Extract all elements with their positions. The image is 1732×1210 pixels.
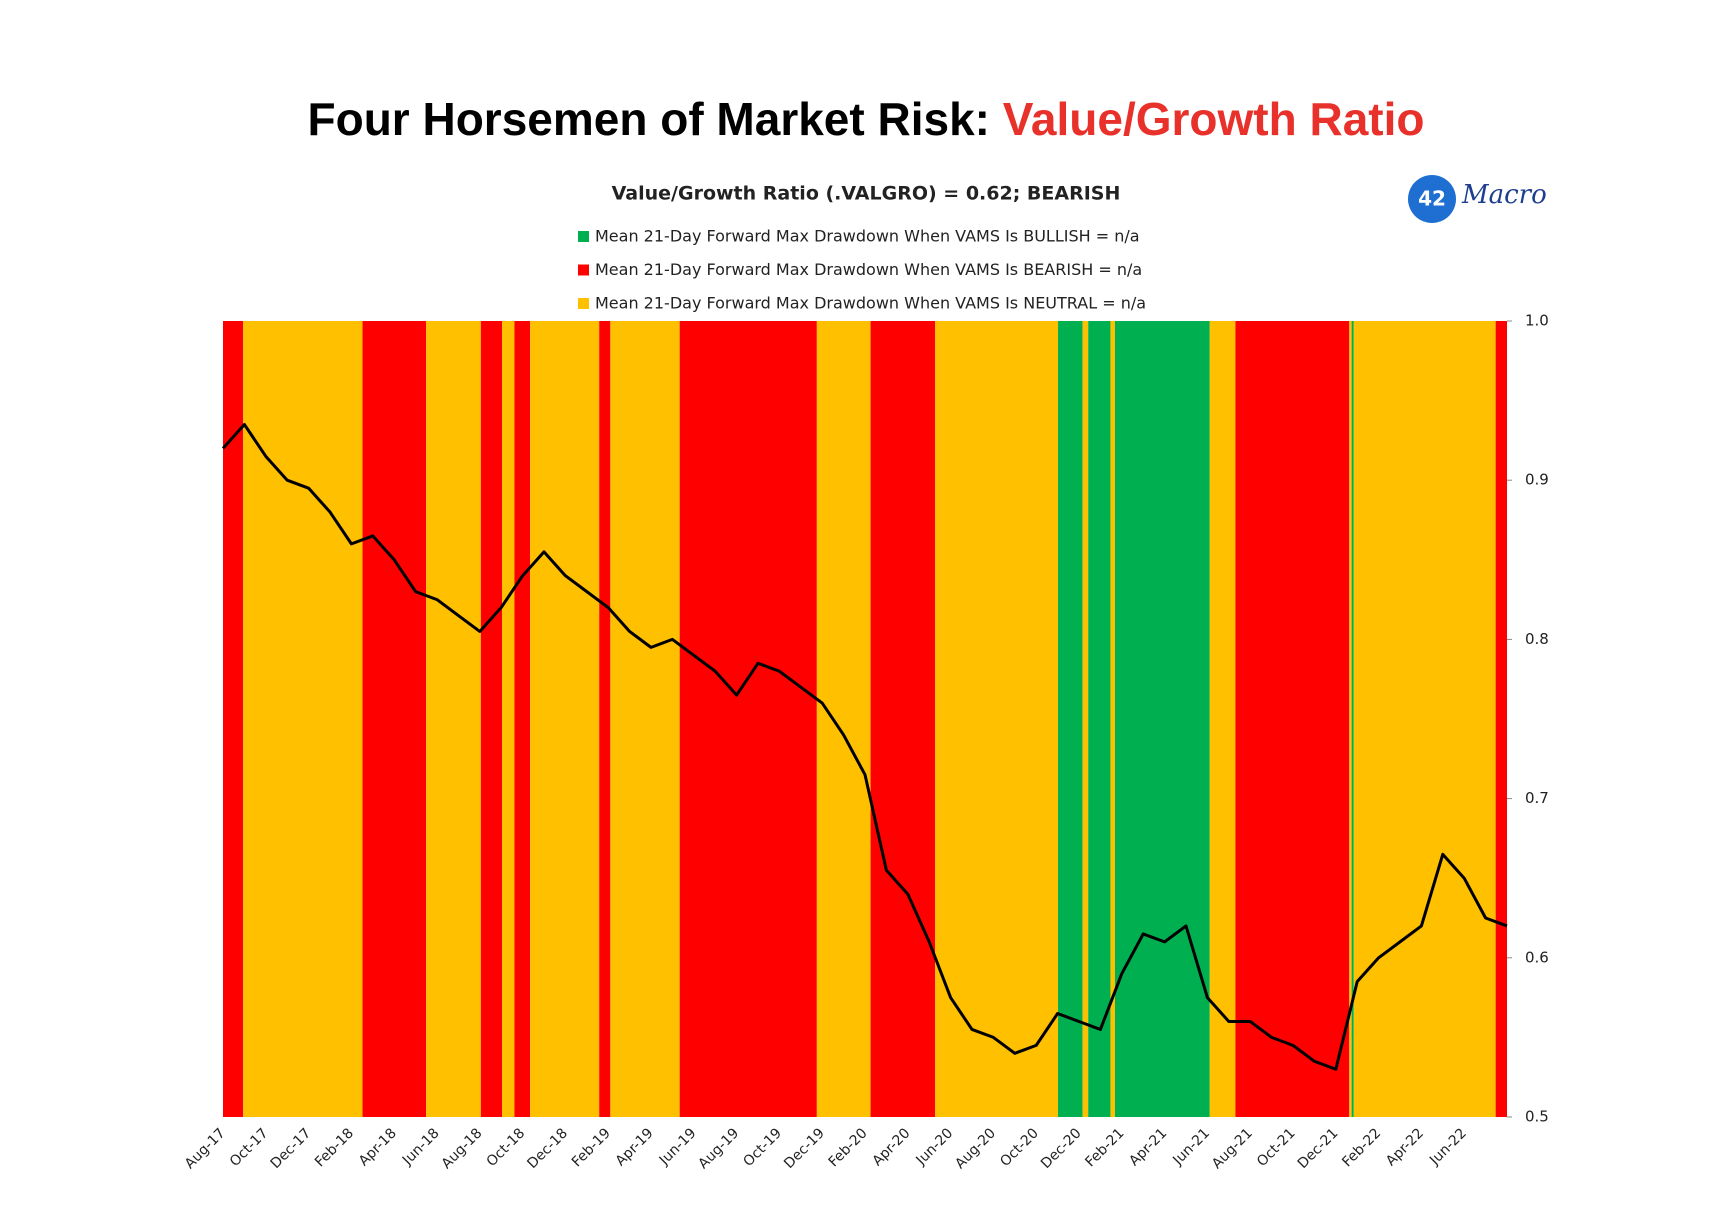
regime-band <box>1495 321 1507 1117</box>
logo-number: 42 <box>1418 187 1446 211</box>
y-tick-label: 0.8 <box>1525 630 1549 648</box>
x-tick-label: Feb-21 <box>1082 1125 1127 1170</box>
title-part: Four Horsemen of Market Risk: <box>308 93 990 145</box>
regime-band <box>362 321 427 1117</box>
regime-band <box>1114 321 1210 1117</box>
legend-label: Mean 21-Day Forward Max Drawdown When VA… <box>595 294 1146 313</box>
regime-band <box>530 321 600 1117</box>
x-tick-label: Aug-17 <box>182 1125 229 1172</box>
regime-band <box>1088 321 1111 1117</box>
regime-band <box>243 321 363 1117</box>
legend-label: Mean 21-Day Forward Max Drawdown When VA… <box>595 260 1142 279</box>
x-tick-label: Jun-21 <box>1169 1125 1213 1169</box>
legend-label: Mean 21-Day Forward Max Drawdown When VA… <box>595 227 1140 246</box>
regime-band <box>610 321 680 1117</box>
legend-swatch <box>578 298 589 309</box>
regime-band <box>1351 321 1354 1117</box>
x-tick-label: Oct-21 <box>1254 1125 1299 1170</box>
x-tick-label: Apr-21 <box>1126 1125 1170 1169</box>
y-tick-label: 0.6 <box>1525 948 1549 966</box>
y-tick-label: 1.0 <box>1525 312 1549 330</box>
x-tick-label: Oct-19 <box>740 1125 785 1170</box>
x-tick-label: Dec-19 <box>781 1125 828 1172</box>
regime-band <box>816 321 871 1117</box>
regime-band <box>426 321 481 1117</box>
regime-band <box>502 321 515 1117</box>
data-line <box>221 422 1508 1071</box>
x-tick-label: Aug-20 <box>952 1125 999 1172</box>
regime-band <box>480 321 503 1117</box>
x-tick-label: Oct-20 <box>997 1125 1042 1170</box>
regime-band <box>1082 321 1089 1117</box>
x-tick-label: Dec-17 <box>268 1125 315 1172</box>
x-tick-label: Dec-18 <box>524 1125 571 1172</box>
x-tick-label: Jun-19 <box>656 1125 700 1169</box>
x-tick-label: Jun-20 <box>913 1125 957 1169</box>
x-tick-label: Feb-20 <box>826 1125 871 1170</box>
x-tick-label: Apr-20 <box>869 1125 913 1169</box>
page-title: Four Horsemen of Market Risk: Value/Grow… <box>308 93 1425 145</box>
regime-band <box>1349 321 1352 1117</box>
x-tick-label: Aug-19 <box>695 1125 742 1172</box>
x-tick-label: Feb-18 <box>312 1125 357 1170</box>
y-tick-label: 0.7 <box>1525 789 1549 807</box>
regime-band <box>679 321 817 1117</box>
x-tick-label: Oct-18 <box>484 1125 529 1170</box>
title-highlight: Value/Growth Ratio <box>1003 93 1425 145</box>
logo-circle <box>1408 175 1456 223</box>
regime-band <box>599 321 611 1117</box>
y-tick-label: 0.5 <box>1525 1108 1549 1126</box>
regime-band <box>514 321 531 1117</box>
x-tick-label: Jun-18 <box>399 1125 443 1169</box>
x-tick-label: Jun-22 <box>1426 1125 1470 1169</box>
x-tick-label: Dec-21 <box>1295 1125 1342 1172</box>
x-tick-label: Aug-21 <box>1209 1125 1256 1172</box>
legend-swatch <box>578 231 589 242</box>
regime-band <box>1209 321 1236 1117</box>
regime-band <box>1110 321 1115 1117</box>
x-tick-label: Feb-22 <box>1339 1125 1384 1170</box>
x-tick-label: Feb-19 <box>569 1125 614 1170</box>
regime-band <box>1058 321 1083 1117</box>
regime-band <box>935 321 1059 1117</box>
chart-subtitle: Value/Growth Ratio (.VALGRO) = 0.62; BEA… <box>612 183 1121 205</box>
x-tick-label: Oct-17 <box>227 1125 272 1170</box>
regime-band <box>223 321 244 1117</box>
x-tick-label: Dec-20 <box>1038 1125 1085 1172</box>
x-tick-label: Apr-22 <box>1383 1125 1427 1169</box>
x-tick-label: Apr-18 <box>356 1125 400 1169</box>
logo-text: Macro <box>1461 180 1547 210</box>
x-tick-label: Apr-19 <box>613 1125 657 1169</box>
y-tick-label: 0.9 <box>1525 471 1549 489</box>
x-tick-label: Aug-18 <box>439 1125 486 1172</box>
regime-band <box>1235 321 1350 1117</box>
regime-band <box>1353 321 1496 1117</box>
logo: 42 Macro <box>1408 175 1547 223</box>
regime-band <box>870 321 936 1117</box>
legend-swatch <box>578 264 589 276</box>
